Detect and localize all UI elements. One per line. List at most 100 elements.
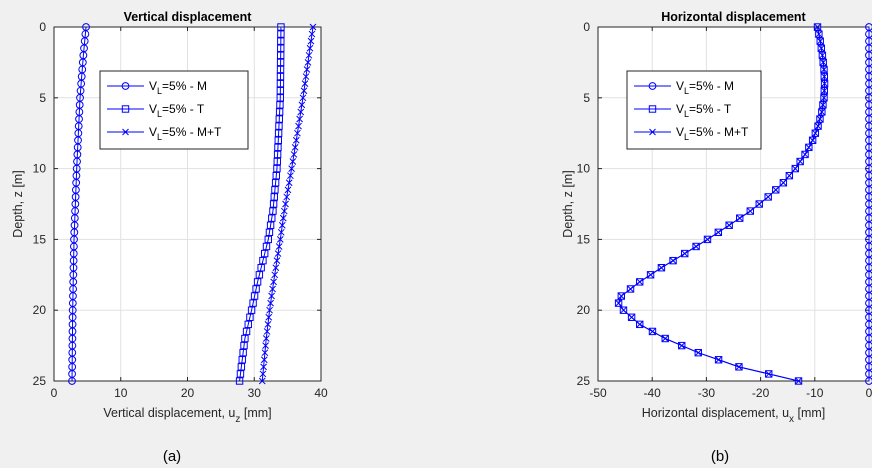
data-point <box>819 101 827 109</box>
data-point <box>267 299 274 307</box>
data-point <box>814 23 821 31</box>
data-point <box>265 313 273 321</box>
data-point <box>298 101 306 109</box>
data-point <box>817 44 825 52</box>
data-point <box>309 23 317 31</box>
x-tick-label: 0 <box>51 386 58 400</box>
legend-label-sub: L <box>684 109 689 119</box>
data-point <box>255 271 264 279</box>
data-point <box>821 80 828 87</box>
data-point <box>657 264 666 272</box>
legend-marker <box>648 105 657 113</box>
data-point <box>299 94 307 102</box>
data-point <box>271 186 279 194</box>
x-tick-label: 0 <box>866 386 872 400</box>
data-point <box>678 342 686 349</box>
data-point <box>264 235 272 244</box>
data-point <box>669 256 677 265</box>
data-point <box>779 179 788 187</box>
data-point <box>764 193 772 201</box>
data-point <box>279 214 287 222</box>
legend-marker <box>121 105 130 113</box>
data-point <box>280 207 288 215</box>
data-point <box>813 23 822 31</box>
data-point <box>285 179 293 187</box>
legend-label-sub: L <box>684 86 689 96</box>
data-point <box>237 363 246 371</box>
data-point <box>296 115 303 123</box>
data-point <box>276 58 285 67</box>
data-point <box>284 186 292 194</box>
y-tick-label: 10 <box>577 162 591 176</box>
data-point <box>271 271 279 279</box>
data-point <box>815 30 823 38</box>
data-point <box>272 171 280 180</box>
legend-marker <box>122 128 129 136</box>
legend-entry: VL=5% - T <box>634 102 732 119</box>
y-tick-label: 25 <box>33 374 47 388</box>
data-point <box>820 94 828 102</box>
data-point <box>791 165 799 172</box>
y-tick-label: 20 <box>577 303 591 317</box>
legend: VL=5% - M VL=5% - T VL=5% - M+T <box>99 70 249 150</box>
data-point <box>809 136 816 144</box>
legend-label-main: V <box>149 125 157 139</box>
legend-label: VL=5% - M+T <box>676 125 749 142</box>
data-point <box>816 115 824 123</box>
y-tick-label: 5 <box>583 91 590 105</box>
data-point <box>261 349 269 357</box>
data-point <box>658 264 665 272</box>
data-point <box>714 228 722 236</box>
data-point <box>661 334 669 343</box>
x-tick-label: -20 <box>752 386 770 400</box>
data-point <box>819 51 826 59</box>
series-line <box>71 26 87 382</box>
data-point <box>617 292 625 300</box>
data-point <box>292 136 300 144</box>
data-point <box>247 306 256 314</box>
x-axis-label-unit: [mm] <box>240 406 271 420</box>
legend-box <box>99 70 249 150</box>
data-point <box>678 341 686 350</box>
data-point <box>242 327 251 336</box>
data-point <box>246 313 254 321</box>
data-point <box>241 334 249 343</box>
data-point <box>268 292 275 300</box>
data-point <box>276 72 285 81</box>
x-tick-label: 40 <box>314 386 328 400</box>
data-point <box>68 377 76 385</box>
data-point <box>796 158 804 165</box>
data-point <box>262 335 270 342</box>
data-point <box>619 306 628 314</box>
data-point <box>273 257 281 264</box>
x-axis-label-sub: z <box>235 414 240 425</box>
x-tick-label: -40 <box>644 386 662 400</box>
data-point <box>274 136 282 144</box>
data-point <box>636 320 644 329</box>
legend-entry: VL=5% - M <box>107 79 207 96</box>
y-axis-label: Depth, z [m] <box>561 170 575 237</box>
x-axis-label-sub: x <box>789 414 794 425</box>
data-point <box>819 59 827 66</box>
data-point <box>681 249 689 258</box>
data-point <box>764 193 772 201</box>
data-point <box>277 30 285 38</box>
data-point <box>694 348 702 357</box>
x-tick-label: 30 <box>248 386 262 400</box>
data-point <box>278 221 286 229</box>
data-point <box>269 200 278 208</box>
legend-label-rest: =5% - M+T <box>689 125 749 139</box>
data-point <box>865 377 872 385</box>
data-point <box>304 59 312 66</box>
legend-label: VL=5% - T <box>149 102 205 119</box>
data-point <box>294 129 301 137</box>
legend-label: VL=5% - M <box>676 79 734 96</box>
data-point <box>620 306 627 314</box>
x-tick-label: 10 <box>114 386 128 400</box>
data-point <box>287 172 294 180</box>
legend-label-main: V <box>676 125 684 139</box>
data-point <box>275 115 283 123</box>
legend-label-rest: =5% - M+T <box>162 125 222 139</box>
x-axis-label-main: Horizontal displacement, u <box>642 406 789 420</box>
legend-label-sub: L <box>157 132 162 142</box>
